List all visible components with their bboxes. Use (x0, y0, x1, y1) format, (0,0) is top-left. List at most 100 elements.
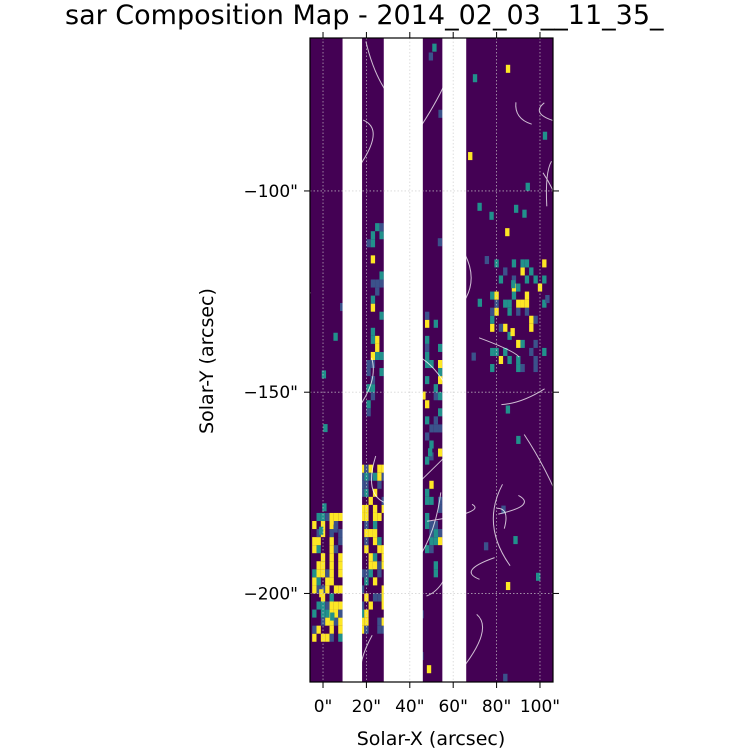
heat-pixel (429, 424, 434, 433)
heat-pixel (516, 355, 521, 365)
heat-pixel (511, 275, 517, 284)
heat-pixel (511, 259, 517, 268)
heat-pixel (429, 452, 434, 461)
heat-pixel (329, 617, 334, 626)
heat-pixel (533, 355, 538, 365)
heat-pixel (375, 351, 380, 360)
heat-pixel (364, 504, 369, 513)
heat-pixel (338, 585, 343, 594)
heat-pixel (524, 275, 530, 284)
heat-pixel (424, 376, 430, 385)
heat-pixel (542, 131, 548, 140)
heat-pixel (438, 368, 443, 377)
heat-pixel (377, 472, 382, 481)
heat-pixel (375, 223, 380, 232)
heat-pixel (325, 512, 330, 521)
heat-pixel (377, 480, 382, 489)
heat-pixel (429, 521, 434, 530)
heat-pixel (477, 298, 483, 307)
heat-pixel (333, 601, 339, 610)
heat-pixel (316, 625, 321, 634)
chart-title: sar Composition Map - 2014_02_03__11_35_ (65, 0, 664, 31)
heat-pixel (483, 542, 489, 551)
heat-pixel (370, 303, 376, 312)
x-tick-label: 20" (352, 697, 381, 717)
heat-pixel (433, 384, 439, 393)
heat-pixel (503, 673, 508, 682)
heat-pixel (433, 319, 439, 328)
contour-line (492, 484, 511, 566)
heat-pixel (520, 259, 525, 268)
heat-pixel (501, 505, 506, 514)
heat-pixel (498, 323, 504, 332)
heat-pixel (338, 553, 343, 562)
heat-pixel (505, 228, 510, 237)
heat-pixel (438, 376, 443, 385)
heat-pixel (429, 537, 434, 546)
x-tick-label: 0" (314, 697, 333, 717)
heat-pixel (320, 617, 326, 626)
missing-data-strip (342, 38, 363, 682)
heat-pixel (516, 307, 521, 316)
contour-line (478, 337, 520, 358)
y-tick-label: −200" (243, 584, 298, 604)
heat-pixel (372, 521, 378, 530)
contour-line (501, 388, 545, 406)
heat-pixel (438, 343, 443, 352)
heat-pixel (533, 315, 538, 324)
heat-pixel (524, 307, 530, 316)
heat-pixel (366, 408, 371, 417)
heat-pixel (370, 279, 376, 288)
heat-pixel (329, 529, 334, 538)
heat-pixel (366, 239, 371, 248)
heat-pixel (520, 299, 525, 308)
heat-pixel (432, 43, 437, 52)
heat-pixel (433, 521, 439, 530)
heat-pixel (325, 569, 330, 578)
heat-pixel (490, 323, 495, 332)
heat-pixel (325, 609, 330, 618)
heat-pixel (372, 577, 378, 586)
heat-pixel (338, 537, 343, 546)
heat-pixel (364, 617, 369, 626)
heat-pixel (484, 256, 490, 265)
heat-pixel (377, 512, 382, 521)
heat-pixel (338, 601, 343, 610)
heat-pixel (503, 347, 508, 356)
heat-pixel (516, 283, 521, 292)
heat-pixel (507, 355, 512, 365)
heat-pixel (368, 464, 373, 473)
heat-pixel (320, 569, 326, 578)
heat-pixel (372, 472, 378, 481)
heat-pixel (368, 601, 373, 610)
heat-pixel (516, 299, 521, 308)
heat-pixel (542, 275, 547, 284)
heat-pixel (375, 343, 380, 352)
x-tick-label: 60" (438, 697, 467, 717)
heat-pixel (438, 360, 443, 369)
heat-pixel (364, 488, 369, 497)
y-axis-label: Solar-Y (arcsec) (196, 288, 218, 434)
heat-pixel (424, 311, 430, 320)
heat-pixel (377, 593, 382, 602)
heat-pixel (503, 267, 508, 276)
heat-pixel (316, 529, 321, 538)
heat-pixel (424, 456, 430, 465)
heat-pixel (377, 537, 382, 546)
heat-pixel (372, 561, 378, 570)
x-axis-ticks: 0" 20" 40" 60" 80" 100" (314, 32, 560, 717)
heat-pixel (323, 424, 328, 433)
heat-pixel (325, 601, 330, 610)
heat-pixel (513, 536, 518, 545)
heat-pixel (498, 275, 504, 284)
heat-pixel (338, 529, 343, 538)
heat-pixel (438, 424, 443, 433)
heat-pixel (329, 545, 334, 554)
heat-pixel (320, 593, 326, 602)
x-axis-label: Solar-X (arcsec) (357, 728, 506, 750)
heat-pixel (426, 665, 432, 674)
heat-pixel (333, 512, 339, 521)
heat-pixel (490, 291, 495, 300)
heat-pixel (333, 524, 338, 533)
heat-pixel (364, 537, 369, 546)
